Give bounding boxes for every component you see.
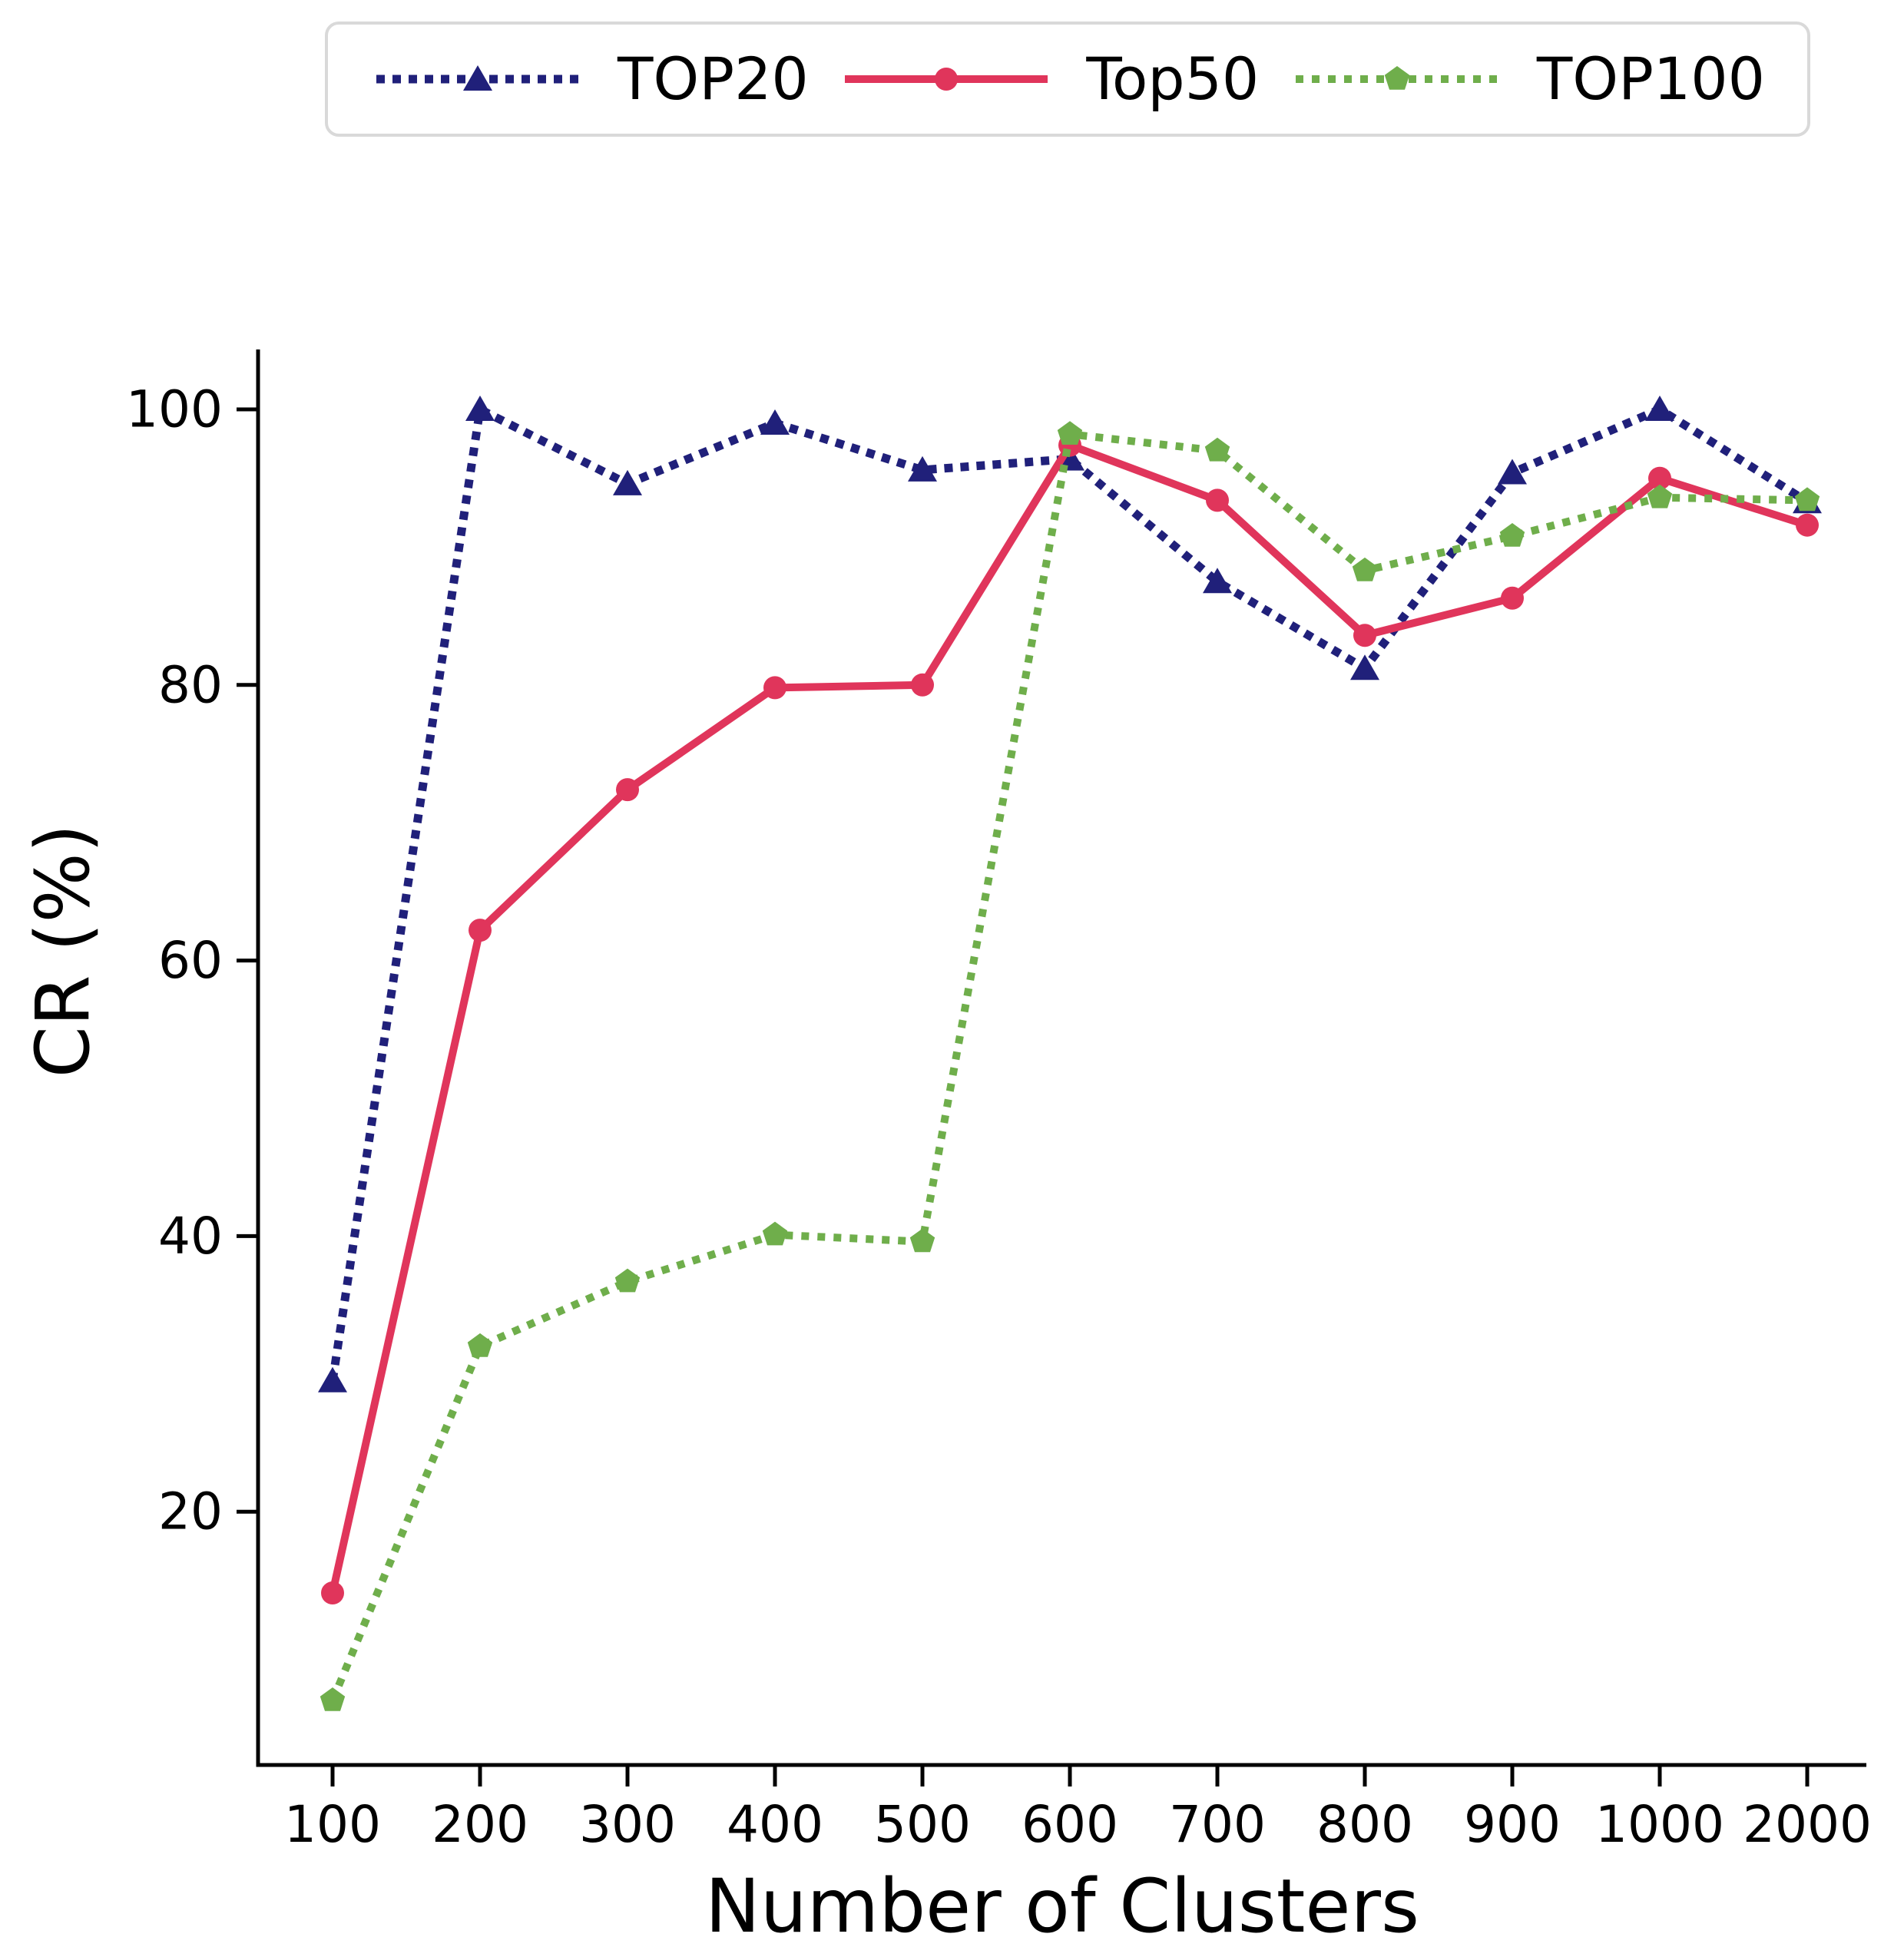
series-top50-marker	[1796, 513, 1819, 537]
x-tick-label: 200	[432, 1795, 528, 1854]
x-tick-label: 300	[579, 1795, 676, 1854]
series-top100-marker	[1057, 421, 1083, 445]
x-tick-label: 700	[1169, 1795, 1266, 1854]
series-top50-marker	[1206, 488, 1229, 512]
legend-line-triangle-icon	[376, 65, 579, 91]
series-top50-marker	[469, 919, 492, 942]
series-top100-marker	[614, 1268, 641, 1293]
series-top20-marker	[465, 396, 495, 421]
series-top50-marker	[321, 1581, 344, 1605]
series-top100-line	[329, 429, 1808, 1702]
series-top100-marker	[762, 1221, 788, 1246]
series-top20-line	[328, 402, 1810, 1382]
series-top50-marker	[1648, 466, 1671, 490]
legend: TOP20 Top50 TOP100	[325, 22, 1810, 137]
series-top20-marker	[760, 409, 790, 435]
series-top50-marker	[1353, 624, 1376, 647]
series-top50-line	[329, 440, 1809, 1594]
x-tick-label: 800	[1316, 1795, 1413, 1854]
x-tick-label: 400	[727, 1795, 823, 1854]
legend-sample-marker	[1384, 66, 1410, 90]
x-axis-label: Number of Clusters	[705, 1863, 1419, 1949]
series-top100-marker	[1204, 437, 1230, 462]
series-top20-marker	[318, 1366, 347, 1392]
series-top20-marker	[613, 469, 642, 495]
legend-label-top50: Top50	[1086, 45, 1260, 113]
series-top100-marker	[909, 1228, 935, 1253]
y-tick-label: 100	[126, 380, 223, 439]
series-top100-marker	[467, 1333, 493, 1357]
legend-item-top20: TOP20	[370, 45, 809, 114]
series-top50-marker	[1501, 586, 1524, 610]
legend-label-top100: TOP100	[1536, 45, 1765, 113]
series-top100-marker	[1352, 557, 1378, 581]
legend-sample-marker	[463, 65, 492, 91]
series-top100-marker	[1647, 484, 1673, 508]
series-top50-marker	[616, 778, 639, 802]
x-tick-label: 600	[1022, 1795, 1118, 1854]
series-top50-marker	[911, 673, 934, 697]
legend-item-top50: Top50	[839, 45, 1259, 114]
legend-item-top100: TOP100	[1290, 45, 1765, 114]
axes-spines	[256, 349, 1866, 1767]
x-tick-label: 2000	[1743, 1795, 1872, 1854]
legend-sample-marker	[935, 68, 959, 91]
series-top20-marker	[1203, 568, 1232, 594]
series-top20-marker	[908, 455, 937, 482]
x-tick-label: 1000	[1595, 1795, 1724, 1854]
x-tick-label: 900	[1464, 1795, 1561, 1854]
series-top50-marker	[763, 676, 786, 700]
series-top20-marker	[1645, 396, 1674, 421]
y-tick-label: 40	[158, 1207, 223, 1266]
x-tick-label: 100	[284, 1795, 381, 1854]
legend-label-top20: TOP20	[618, 45, 809, 113]
series-top20-marker	[1498, 459, 1527, 485]
series-top20-marker	[1350, 654, 1379, 680]
y-axis-label: CR (%)	[20, 823, 106, 1078]
legend-line-circle-icon	[845, 68, 1048, 91]
y-tick-label: 60	[158, 931, 223, 990]
y-tick-label: 20	[158, 1482, 223, 1541]
series-top100-marker	[1499, 523, 1525, 547]
x-tick-label: 500	[874, 1795, 971, 1854]
series-top100-marker	[320, 1687, 346, 1711]
series-top100-marker	[1794, 487, 1820, 512]
legend-line-pentagon-icon	[1295, 66, 1498, 90]
y-tick-label: 80	[158, 655, 223, 714]
